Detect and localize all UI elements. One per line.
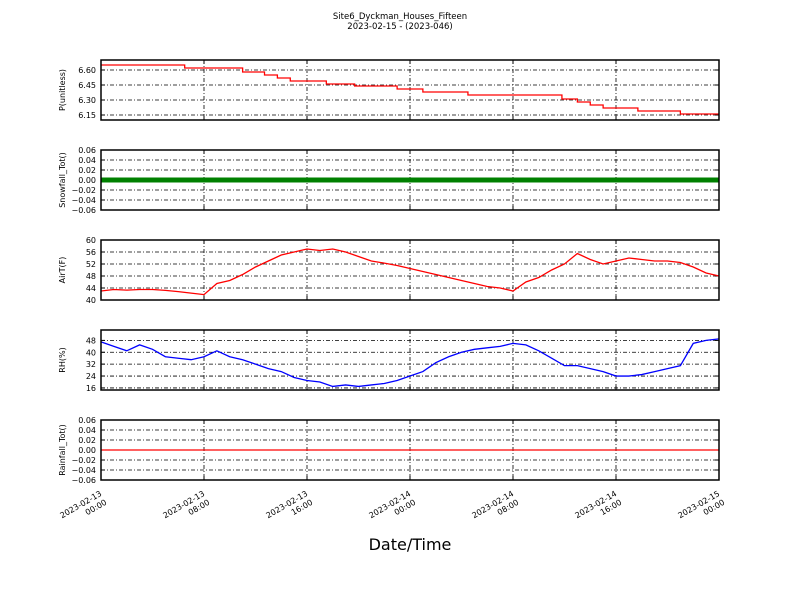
y-tick-label: −0.02 <box>71 186 96 195</box>
y-tick-label: 32 <box>86 360 96 369</box>
y-axis-label: P(unitless) <box>58 69 67 111</box>
plot-frame <box>100 419 720 481</box>
y-tick-label: 6.60 <box>78 66 96 75</box>
y-tick-label: 6.15 <box>78 111 96 120</box>
x-tick-label: 2023-02-1408:00 <box>470 489 520 529</box>
plot-frame <box>100 149 720 211</box>
y-tick-label: 16 <box>86 384 96 393</box>
plot-frame <box>100 239 720 301</box>
y-tick-label: 40 <box>86 348 96 357</box>
y-tick-label: −0.02 <box>71 456 96 465</box>
y-tick-label: −0.06 <box>71 206 96 215</box>
y-tick-label: 44 <box>86 284 96 293</box>
y-tick-label: −0.06 <box>71 476 96 485</box>
x-tick-label: 2023-02-1500:00 <box>676 489 726 529</box>
y-tick-label: 0.04 <box>78 426 96 435</box>
chart-subtitle: 2023-02-15 - (2023-046) <box>347 22 452 32</box>
x-tick-label: 2023-02-1400:00 <box>367 489 417 529</box>
y-tick-label: 56 <box>86 248 96 257</box>
y-axis-label: AirT(F) <box>58 257 67 284</box>
series-line <box>100 248 720 296</box>
y-tick-label: 24 <box>86 372 96 381</box>
x-tick-label: 2023-02-1416:00 <box>573 489 623 529</box>
y-tick-label: 40 <box>86 296 96 305</box>
panel-0: 6.15 6.30 6.45 6.60 P(unitless) <box>58 59 720 121</box>
plot-frame <box>100 59 720 121</box>
y-tick-label: 60 <box>86 236 96 245</box>
panel-1: −0.06−0.04−0.020.000.020.040.06 Snowfall_… <box>58 146 720 215</box>
y-tick-label: 0.02 <box>78 166 96 175</box>
plot-frame <box>100 329 720 391</box>
y-tick-label: −0.04 <box>71 466 96 475</box>
panel-2: 40 44 48 52 56 60 AirT(F) <box>58 236 720 305</box>
y-tick-label: 6.45 <box>78 81 96 90</box>
y-axis-label: RH(%) <box>58 347 67 372</box>
panel-3: 16 24 32 40 48 RH(%) <box>58 329 720 393</box>
y-axis-label: Snowfall_Tot() <box>58 152 67 208</box>
series-line <box>101 64 719 115</box>
series-line <box>100 338 720 388</box>
y-tick-label: −0.04 <box>71 196 96 205</box>
y-tick-label: 0.06 <box>78 416 96 425</box>
x-tick-label: 2023-02-1300:00 <box>58 489 108 529</box>
y-axis-label: Rainfall_Tot() <box>58 424 67 476</box>
y-tick-label: 48 <box>86 272 96 281</box>
y-tick-label: 48 <box>86 336 96 345</box>
y-tick-label: 0.06 <box>78 146 96 155</box>
x-tick-label: 2023-02-1316:00 <box>264 489 314 529</box>
y-tick-label: 6.30 <box>78 96 96 105</box>
x-tick-label: 2023-02-1308:00 <box>161 489 211 529</box>
y-tick-label: 0.00 <box>78 446 96 455</box>
panel-4: −0.06−0.04−0.020.000.020.040.06 Rainfall_… <box>58 416 720 485</box>
y-tick-label: 52 <box>86 260 96 269</box>
y-tick-label: 0.02 <box>78 436 96 445</box>
y-tick-label: 0.04 <box>78 156 96 165</box>
y-tick-label: 0.00 <box>78 176 96 185</box>
chart-title: Site6_Dyckman_Houses_Fifteen <box>333 12 467 22</box>
x-axis-label: Date/Time <box>369 535 452 554</box>
